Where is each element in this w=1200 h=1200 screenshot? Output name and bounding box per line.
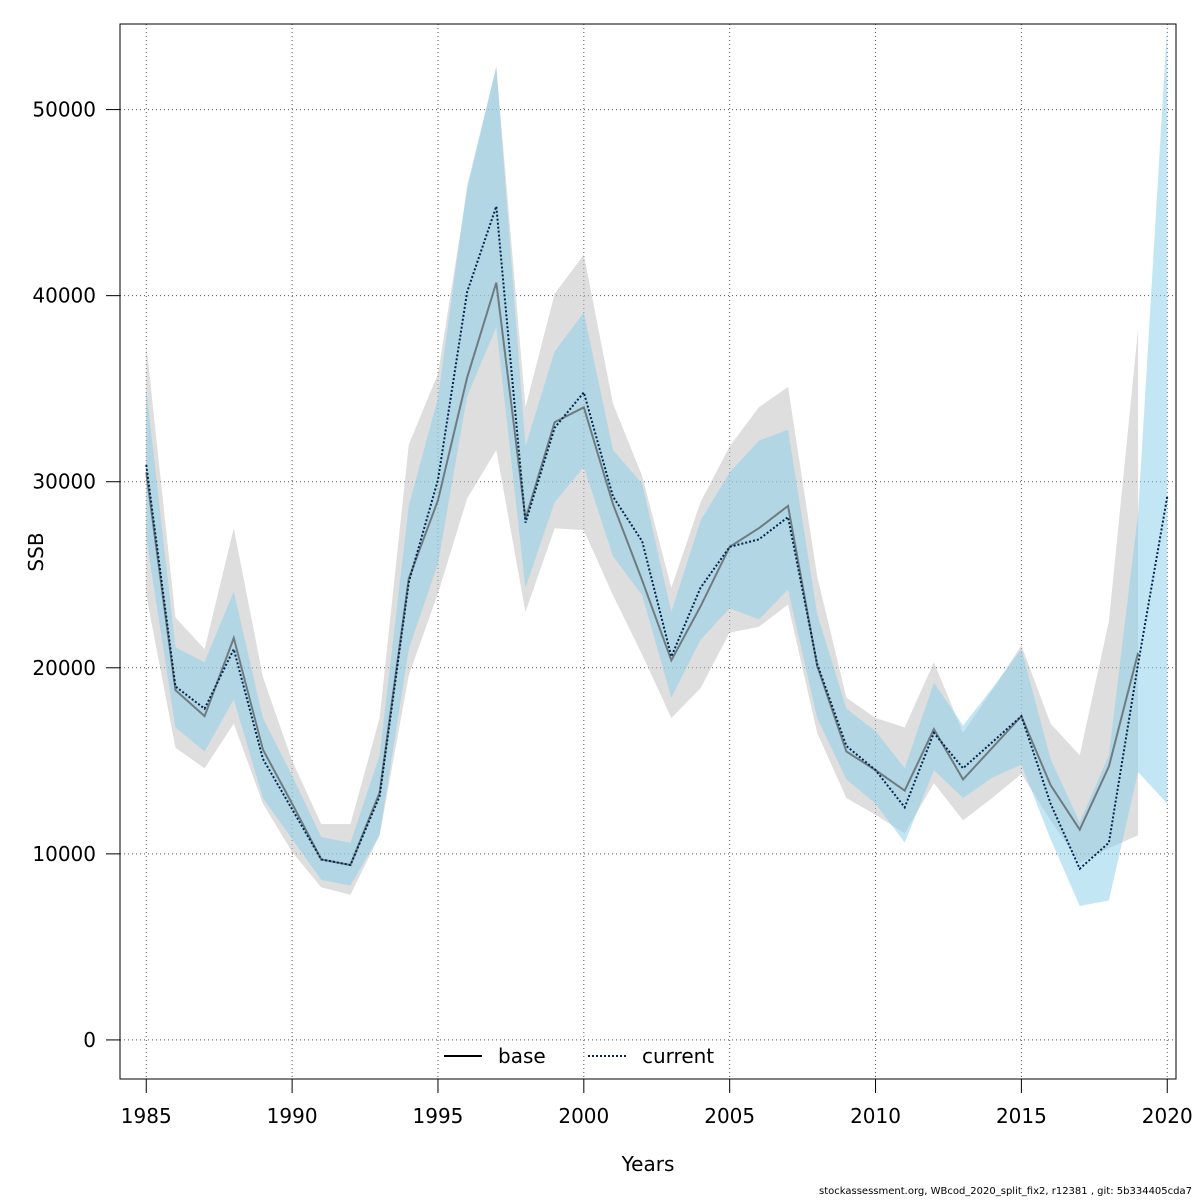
x-tick-label: 2000 — [558, 1104, 609, 1128]
y-tick-label: 50000 — [32, 98, 96, 122]
x-tick-label: 1985 — [121, 1104, 172, 1128]
legend: base current — [444, 1044, 714, 1068]
series-lines — [145, 206, 1169, 871]
y-axis: 0 10000 20000 30000 40000 50000 — [32, 98, 121, 1052]
current-legend-label: current — [642, 1044, 714, 1068]
x-tick-label: 2015 — [996, 1104, 1047, 1128]
current-confidence-band — [146, 24, 1168, 906]
x-tick-label: 1995 — [413, 1104, 464, 1128]
current-line — [145, 206, 1169, 871]
x-axis-title: Years — [621, 1152, 675, 1176]
footer-text: stockassessment.org, WBcod_2020_split_fi… — [819, 1186, 1192, 1197]
y-tick-label: 30000 — [32, 470, 96, 494]
x-tick-label: 2020 — [1142, 1104, 1193, 1128]
base-legend-label: base — [498, 1044, 546, 1068]
y-tick-label: 0 — [83, 1028, 96, 1052]
x-tick-label: 2010 — [850, 1104, 901, 1128]
x-tick-label: 2005 — [704, 1104, 755, 1128]
x-tick-label: 1990 — [267, 1104, 318, 1128]
y-tick-label: 20000 — [32, 656, 96, 680]
y-tick-label: 10000 — [32, 842, 96, 866]
base-line — [145, 282, 1140, 867]
x-axis: 1985 1990 1995 2000 2005 2010 2015 2020 — [121, 1078, 1193, 1128]
y-tick-label: 40000 — [32, 284, 96, 308]
y-axis-title: SSB — [24, 532, 48, 571]
confidence-bands — [146, 24, 1168, 906]
